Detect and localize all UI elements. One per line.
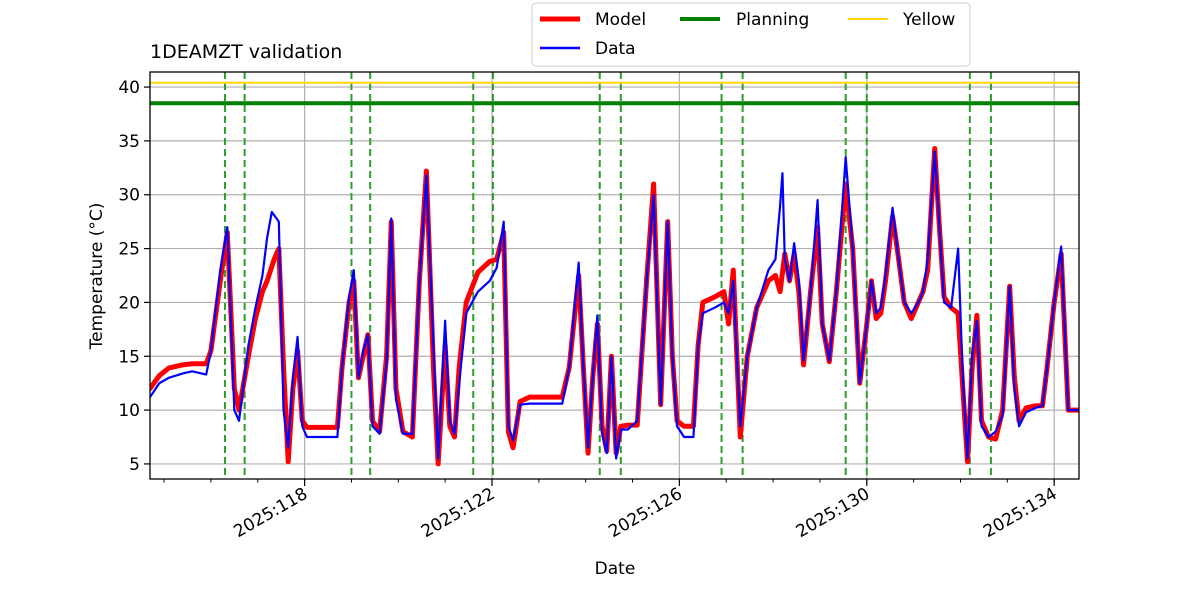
x-tick-label: 2025:130 bbox=[793, 484, 874, 542]
y-tick-label: 20 bbox=[118, 293, 140, 313]
y-tick-label: 15 bbox=[118, 347, 140, 367]
chart-title: 1DEAMZT validation bbox=[150, 41, 342, 63]
legend: Model Data Planning Yellow bbox=[531, 2, 971, 67]
y-tick-label: 5 bbox=[129, 455, 140, 475]
legend-label-model: Model bbox=[595, 10, 646, 30]
x-tick-label: 2025:134 bbox=[980, 484, 1061, 542]
x-tick-label: 2025:126 bbox=[605, 484, 686, 542]
x-tick-label: 2025:122 bbox=[418, 484, 499, 542]
limit-lines bbox=[150, 81, 1079, 106]
legend-label-data: Data bbox=[595, 39, 636, 59]
y-tick-label: 30 bbox=[118, 186, 140, 206]
event-markers bbox=[223, 72, 992, 479]
series-layer bbox=[150, 145, 1079, 467]
y-axis-label: Temperature (°C) bbox=[87, 203, 107, 351]
x-tick-label: 2025:118 bbox=[231, 484, 312, 542]
y-tick-label: 25 bbox=[118, 240, 140, 260]
x-axis-label: Date bbox=[595, 559, 636, 579]
legend-label-planning: Planning bbox=[736, 10, 809, 30]
y-tick-label: 40 bbox=[118, 78, 140, 98]
legend-label-yellow: Yellow bbox=[902, 10, 955, 30]
y-tick-label: 10 bbox=[118, 401, 140, 421]
plot-frame bbox=[149, 71, 1080, 480]
series-line-data bbox=[150, 150, 1079, 460]
y-tick-label: 35 bbox=[118, 132, 140, 152]
